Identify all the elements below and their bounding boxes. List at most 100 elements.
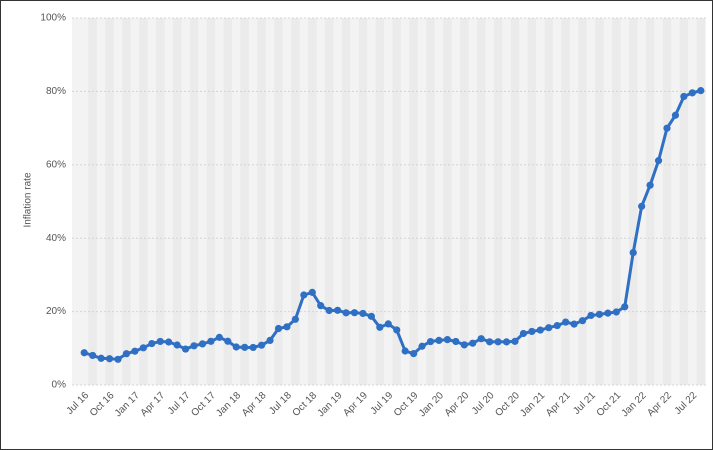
point [207, 337, 215, 345]
point [359, 309, 367, 318]
point [283, 323, 291, 331]
point [334, 306, 342, 314]
stripe [443, 18, 452, 385]
point [97, 354, 105, 362]
point [80, 349, 88, 357]
point [148, 339, 156, 348]
point [553, 321, 561, 330]
point [629, 248, 637, 257]
point [688, 89, 696, 97]
stripe [460, 18, 469, 385]
point [528, 327, 536, 336]
point [443, 336, 451, 344]
stripe [493, 18, 503, 385]
point [511, 337, 519, 345]
stripe [662, 18, 672, 385]
point [181, 345, 190, 353]
point [139, 344, 147, 352]
point [587, 311, 595, 320]
point [342, 309, 350, 317]
stripe [156, 18, 165, 385]
stripe [375, 18, 385, 385]
y-tick-label: 100% [40, 13, 66, 24]
point [224, 337, 232, 345]
point [266, 336, 274, 345]
point [671, 111, 680, 119]
point [232, 343, 240, 351]
point [300, 291, 308, 299]
stripe [223, 18, 233, 385]
point [308, 288, 316, 296]
point [190, 342, 198, 350]
point [376, 323, 384, 331]
point [325, 306, 333, 315]
point [249, 343, 257, 352]
stripe [122, 18, 131, 385]
point [410, 350, 418, 358]
point [654, 157, 663, 165]
point [173, 341, 181, 349]
stripe [510, 18, 520, 385]
stripe [645, 18, 655, 385]
point [89, 351, 97, 360]
stripe [578, 18, 587, 385]
point [562, 318, 570, 326]
point [697, 87, 705, 95]
point [680, 92, 688, 101]
point [494, 338, 502, 346]
plot-area [72, 18, 706, 385]
stripe [206, 18, 216, 385]
point [426, 337, 435, 346]
point [393, 326, 401, 334]
point [350, 309, 359, 317]
stripe [189, 18, 199, 385]
stripe [105, 18, 114, 385]
point [241, 343, 249, 351]
stripe [679, 18, 689, 385]
stripe [409, 18, 418, 385]
point [663, 124, 671, 132]
point [401, 347, 409, 355]
stripe [696, 18, 705, 385]
y-tick-label: 20% [46, 306, 66, 317]
stripe [476, 18, 486, 385]
point [257, 341, 266, 349]
point [595, 310, 604, 318]
stripe [612, 18, 621, 385]
point [469, 339, 477, 347]
point [477, 335, 485, 343]
point [519, 329, 528, 338]
point [122, 350, 131, 358]
point [545, 324, 553, 332]
point [646, 181, 654, 189]
y-axis-title: Inflation rate [23, 172, 34, 227]
point [105, 355, 114, 363]
point [604, 309, 612, 317]
point [486, 338, 494, 346]
point [460, 341, 468, 349]
point [384, 320, 392, 328]
point [215, 333, 223, 341]
stripe [257, 18, 266, 385]
point [638, 202, 646, 210]
point [435, 336, 443, 345]
point [612, 308, 620, 316]
point [621, 303, 629, 311]
point [578, 317, 587, 325]
point [570, 320, 578, 328]
stripe [544, 18, 553, 385]
stripe [240, 18, 249, 385]
stripe [358, 18, 368, 385]
stripe [324, 18, 334, 385]
point [131, 347, 139, 355]
point [452, 337, 460, 346]
point [165, 338, 173, 346]
point [317, 302, 325, 310]
stripe [527, 18, 537, 385]
point [114, 355, 122, 363]
stripe [561, 18, 570, 385]
stripe [308, 18, 317, 385]
y-tick-label: 40% [46, 233, 66, 244]
point [291, 315, 299, 323]
